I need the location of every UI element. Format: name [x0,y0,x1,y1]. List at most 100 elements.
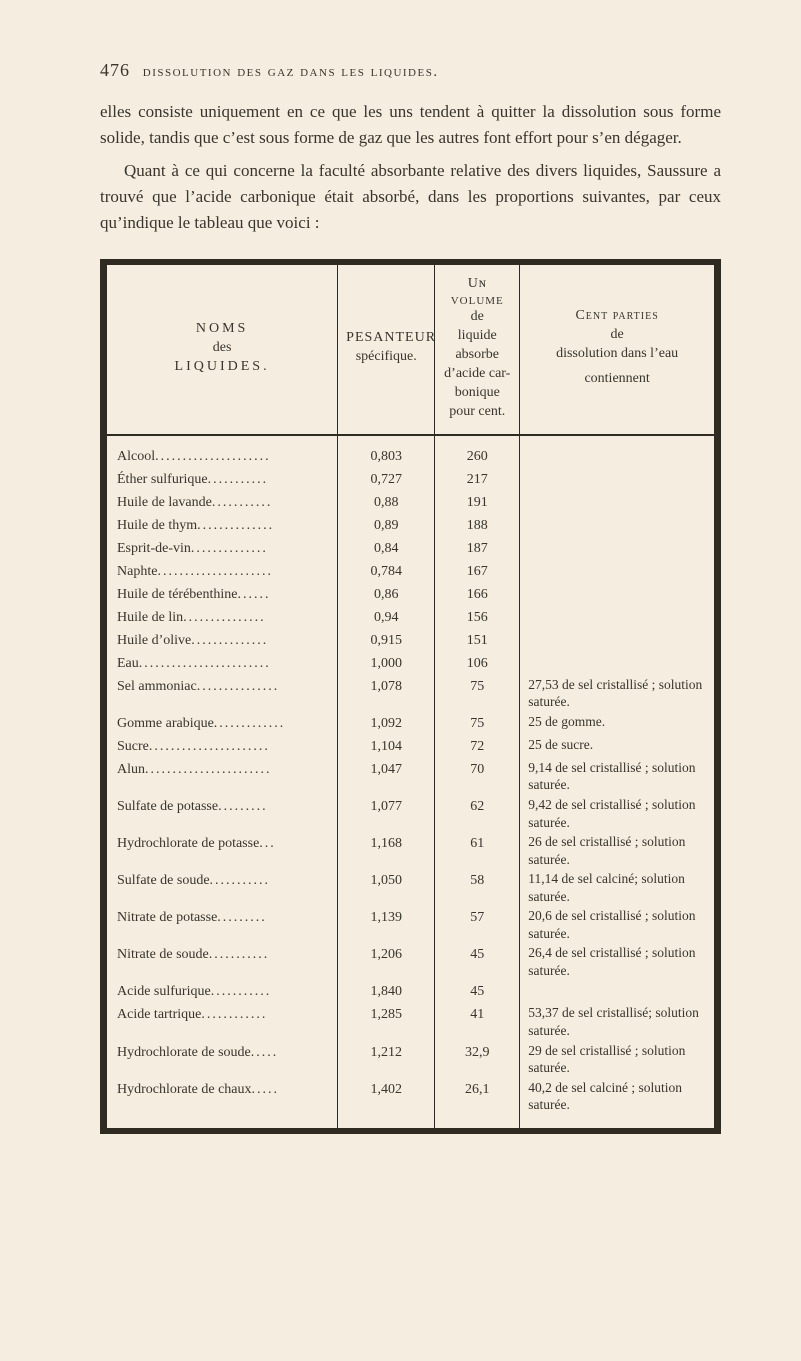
substance-name: Éther sulfurique [117,472,208,487]
table-row: Huile de lavande...........0,88191 [107,491,714,514]
cell-volume: 72 [435,735,520,758]
cell-volume: 70 [435,758,520,795]
cell-note [520,629,714,652]
dotted-leader: ........... [210,873,271,888]
dotted-leader: ........................ [139,656,271,671]
cell-name: Acide sulfurique........... [107,980,338,1003]
cell-name: Éther sulfurique........... [107,468,338,491]
cell-specific-gravity: 1,047 [338,758,435,795]
paragraph-2: Quant à ce qui concerne la faculté absor… [100,158,721,237]
table-row: Huile de thym..............0,89188 [107,514,714,537]
cell-note [520,514,714,537]
dotted-leader: ............... [183,610,266,625]
substance-name: Sel ammoniac [117,679,197,694]
cell-volume: 32,9 [435,1041,520,1078]
cell-specific-gravity: 1,212 [338,1041,435,1078]
cell-specific-gravity: 0,727 [338,468,435,491]
table-row: Sulfate de soude........... 1,0505811,14 … [107,869,714,906]
cell-volume: 166 [435,583,520,606]
dotted-leader: ......... [217,910,267,925]
cell-note: 27,53 de sel cristallisé ; solution satu… [520,675,714,712]
substance-name: Eau [117,656,139,671]
cell-specific-gravity: 1,168 [338,832,435,869]
table-row: Éther sulfurique...........0,727217 [107,468,714,491]
header-text: absorbe [443,346,511,365]
substance-name: Huile de thym [117,518,197,533]
cell-name: Sel ammoniac............... [107,675,338,712]
cell-note: 29 de sel cristallisé ; solution saturée… [520,1041,714,1078]
cell-name: Esprit-de-vin.............. [107,537,338,560]
paragraph-1: elles consiste uniquement en ce que les … [100,99,721,152]
table-row: Eau........................1,000106 [107,652,714,675]
cell-volume: 75 [435,675,520,712]
substance-name: Gomme arabique [117,716,214,731]
cell-note: 40,2 de sel calciné ; solution saturée. [520,1078,714,1128]
running-head-title: DISSOLUTION DES GAZ DANS LES LIQUIDES. [143,64,439,80]
cell-name: Alun....................... [107,758,338,795]
dotted-leader: .............. [191,633,268,648]
header-text: VOLUME [443,294,511,309]
table-row: Sucre......................1,1047225 de … [107,735,714,758]
dotted-leader: ............. [214,716,286,731]
cell-specific-gravity: 0,84 [338,537,435,560]
cell-note: 11,14 de sel calciné; solution saturée. [520,869,714,906]
cell-volume: 187 [435,537,520,560]
table-row: Huile d’olive..............0,915151 [107,629,714,652]
cell-name: Nitrate de soude........... [107,943,338,980]
header-text: des [115,339,329,358]
dotted-leader: ....................... [145,762,272,777]
substance-name: Alcool [117,449,155,464]
table-row: Alcool.....................0,803260 [107,435,714,468]
dotted-leader: ..... [251,1045,279,1060]
dotted-leader: ........... [208,472,269,487]
dotted-leader: ........... [212,495,273,510]
cell-name: Huile de lavande........... [107,491,338,514]
substance-name: Huile de lavande [117,495,212,510]
cell-specific-gravity: 1,402 [338,1078,435,1128]
header-text: Uɴ [443,275,511,294]
cell-volume: 45 [435,943,520,980]
header-text: LIQUIDES. [115,358,329,377]
col-header-noms: NOMS des LIQUIDES. [107,265,338,435]
header-text: de [443,308,511,327]
cell-specific-gravity: 0,88 [338,491,435,514]
substance-name: Acide sulfurique [117,984,211,999]
substance-name: Hydrochlorate de potasse [117,836,259,851]
dissolution-table: NOMS des LIQUIDES. PESANTEUR spécifique.… [107,265,714,1128]
substance-name: Huile de lin [117,610,183,625]
cell-specific-gravity: 1,078 [338,675,435,712]
header-text: de [528,326,706,345]
cell-note: 20,6 de sel cristallisé ; solution satur… [520,906,714,943]
cell-volume: 260 [435,435,520,468]
cell-volume: 41 [435,1003,520,1040]
substance-name: Huile d’olive [117,633,191,648]
table-row: Hydrochlorate de soude.....1,21232,929 d… [107,1041,714,1078]
cell-name: Huile de thym.............. [107,514,338,537]
cell-specific-gravity: 1,077 [338,795,435,832]
cell-note: 26,4 de sel cristallisé ; solution satur… [520,943,714,980]
cell-note [520,583,714,606]
cell-name: Eau........................ [107,652,338,675]
table-row: Acide sulfurique...........1,84045 [107,980,714,1003]
substance-name: Nitrate de potasse [117,910,217,925]
substance-name: Esprit-de-vin [117,541,191,556]
dotted-leader: ..... [252,1082,280,1097]
cell-volume: 58 [435,869,520,906]
cell-name: Gomme arabique............. [107,712,338,735]
dotted-leader: ...................... [149,739,270,754]
substance-name: Sucre [117,739,149,754]
cell-name: Hydrochlorate de soude..... [107,1041,338,1078]
cell-note: 9,14 de sel cristallisé ; solution satur… [520,758,714,795]
dotted-leader: ........... [209,947,270,962]
cell-note [520,537,714,560]
cell-specific-gravity: 1,050 [338,869,435,906]
substance-name: Acide tartrique [117,1007,201,1022]
substance-name: Sulfate de soude [117,873,210,888]
running-head: 476 DISSOLUTION DES GAZ DANS LES LIQUIDE… [100,60,721,81]
cell-volume: 167 [435,560,520,583]
substance-name: Sulfate de potasse [117,799,218,814]
cell-note: 9,42 de sel cristallisé ; solution satur… [520,795,714,832]
header-text: Cent parties [528,307,706,326]
cell-note [520,435,714,468]
dotted-leader: ..................... [157,564,273,579]
